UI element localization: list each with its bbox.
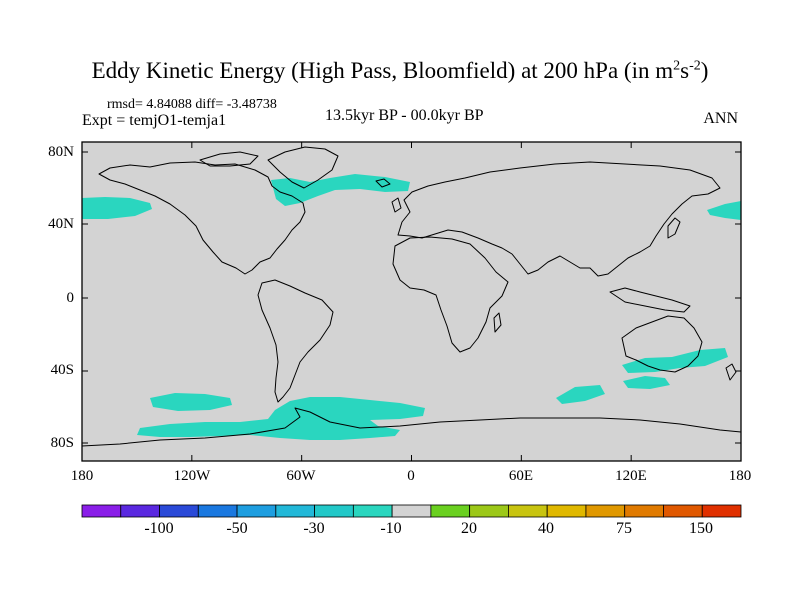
coastlines xyxy=(81,146,742,447)
colorbar-swatch xyxy=(120,504,160,518)
coastline-antarctica xyxy=(81,407,742,447)
colorbar-swatch xyxy=(430,504,471,518)
coastline-australia xyxy=(621,315,703,373)
colorbar-label-75: 75 xyxy=(616,520,632,537)
colorbar-swatch xyxy=(159,504,199,518)
colorbar-label-minus50: -50 xyxy=(226,520,248,537)
map-title: Eddy Kinetic Energy (High Pass, Bloomfie… xyxy=(91,58,709,83)
lat-label-80n: 80N xyxy=(48,144,74,160)
lon-label-60w: 60W xyxy=(286,468,316,484)
colorbar-label-40: 40 xyxy=(538,520,554,537)
season-label: ANN xyxy=(703,110,738,127)
coastline-japan xyxy=(667,217,681,239)
lon-label-180w: 180 xyxy=(70,468,94,484)
lon-label-0: 0 xyxy=(407,468,415,484)
colorbar-swatch xyxy=(624,504,664,518)
coastline-madagascar xyxy=(493,312,502,333)
lat-label-80s: 80S xyxy=(50,435,74,451)
coastline-arctic-islands xyxy=(199,151,259,167)
experiment-label: Expt = temjO1-temja1 xyxy=(82,112,227,129)
colorbar-swatch xyxy=(546,504,587,518)
coastline-north-america xyxy=(98,161,306,275)
coastline-greenland xyxy=(267,146,339,189)
colorbar-swatch xyxy=(585,504,626,518)
rmsd-diff-stats: rmsd= 4.84088 diff= -3.48738 xyxy=(107,97,277,112)
colorbar-swatch xyxy=(81,504,122,518)
anomaly-region-south-pacific xyxy=(150,393,232,411)
coastline-iceland xyxy=(375,178,391,188)
colorbar-swatch xyxy=(663,504,703,518)
colorbar-swatch xyxy=(701,504,742,518)
colorbar-swatch xyxy=(508,504,548,518)
period-label: 13.5kyr BP - 00.0kyr BP xyxy=(325,107,484,124)
colorbar-label-minus10: -10 xyxy=(380,520,402,537)
colorbar-swatch xyxy=(314,504,354,518)
anomaly-region-north-atlantic xyxy=(271,174,410,206)
anomaly-region-north-pacific-east xyxy=(707,201,741,220)
colorbar-swatch xyxy=(236,504,277,518)
colorbar-swatch xyxy=(469,504,509,518)
lon-label-60e: 60E xyxy=(508,468,534,484)
colorbar-swatch xyxy=(275,504,315,518)
anomaly-region-north-pacific-west xyxy=(82,197,152,219)
lat-label-0: 0 xyxy=(66,290,75,306)
coastline-british-isles xyxy=(391,197,402,213)
colorbar xyxy=(81,504,742,518)
anomaly-region-southern-ocean xyxy=(137,397,425,440)
colorbar-swatch xyxy=(197,504,238,518)
lon-label-180e: 180 xyxy=(728,468,752,484)
anomaly-region-southeast-australia xyxy=(623,376,670,389)
coastline-africa xyxy=(392,236,509,353)
coastline-new-zealand xyxy=(725,363,737,381)
coastline-eurasia xyxy=(397,161,721,277)
colorbar-label-minus30: -30 xyxy=(303,520,325,537)
lat-label-40n: 40N xyxy=(48,216,74,232)
colorbar-label-150: 150 xyxy=(689,520,713,537)
colorbar-label-20: 20 xyxy=(461,520,477,537)
colorbar-swatch xyxy=(391,504,432,518)
colorbar-label-minus100: -100 xyxy=(144,520,174,537)
colorbar-swatch xyxy=(352,504,393,518)
lon-label-120e: 120E xyxy=(615,468,647,484)
anomaly-region-south-indian-ocean xyxy=(556,385,605,404)
anomaly-regions xyxy=(82,174,741,440)
lat-label-40s: 40S xyxy=(50,362,74,378)
axis-ticks xyxy=(81,142,742,461)
lon-label-120w: 120W xyxy=(173,468,211,484)
coastline-southeast-asia-islands xyxy=(609,287,691,313)
coastline-south-america xyxy=(257,279,334,403)
anomaly-region-south-australia xyxy=(622,348,728,373)
